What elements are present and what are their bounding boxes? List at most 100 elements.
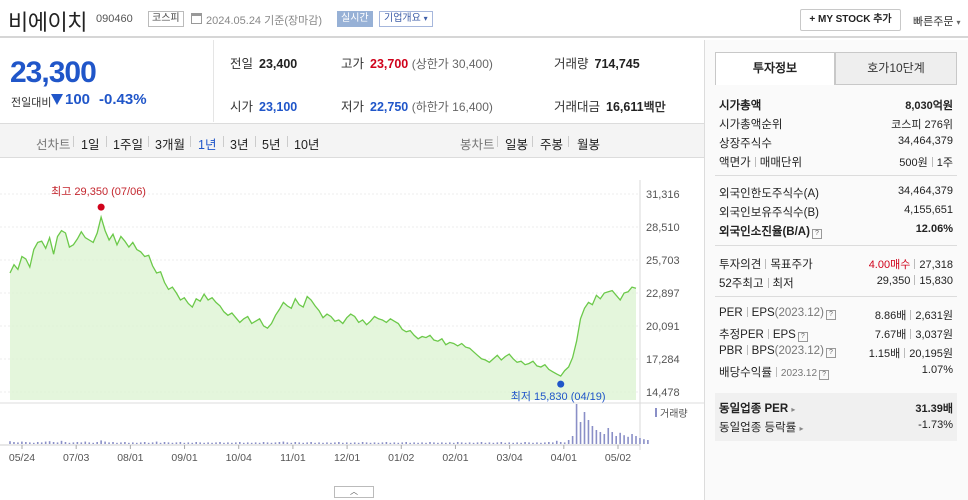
high-annotation: 최고 29,350 (07/06) [51,185,146,198]
industry-per-label: 동일업종 PER [719,403,789,415]
info-icon[interactable]: ? [811,229,822,239]
divider [106,136,107,147]
info-icon[interactable]: ? [797,332,808,342]
y-tick-label: 22,897 [646,288,680,300]
tab-order-book[interactable]: 호가10단계 [835,52,957,85]
volume-bar [211,442,213,444]
company-name: 비에이치 [8,10,87,35]
eps-year: (2023.12) [774,307,824,319]
collapse-chart-button[interactable]: ︿ [334,486,374,498]
volume-bar [417,442,419,444]
info-icon[interactable]: ? [825,348,836,358]
chevron-down-icon: ▾ [956,18,961,27]
tab-1-day[interactable]: 1일 [81,138,100,152]
volume-bar [223,442,225,444]
tab-10-year[interactable]: 10년 [294,138,320,152]
high-marker [97,203,105,211]
volume-bar [563,442,566,444]
volume-bar [199,442,201,444]
industry-summary [715,393,957,441]
arrow-right-icon[interactable]: ▸ [799,424,804,433]
dividend-label: 배당수익률 [719,367,772,379]
y-axis-ticks: 31,316 28,510 25,703 22,897 20,091 17,284 14,4… [646,189,680,399]
divider [213,40,214,122]
market-cap-row: 시가총액 8,030억원 [719,95,953,114]
volume-bar [389,442,392,444]
volume-bar [460,442,463,444]
volume-bar [437,442,439,444]
shares-row: 상장주식수 34,464,379 [719,133,953,152]
volume-bar [310,442,312,444]
divider [190,136,191,147]
market-cap-value: 8,030억원 [905,100,953,112]
eps-label: EPS [751,307,775,319]
tab-3-month[interactable]: 3개월 [155,138,185,152]
volume-bar [448,442,451,444]
quick-order-dropdown[interactable]: 빠른주문 ▾ [913,13,961,29]
volume-bar [603,434,606,444]
volume-legend: 거래량 [660,408,688,420]
company-info-dropdown[interactable]: 기업개요 ▾ [379,11,433,27]
company-info-label: 기업개요 [384,13,421,24]
y-tick-label: 20,091 [646,321,680,333]
per-value: 8.86배 [874,310,907,322]
low-value: 22,750 [370,100,409,114]
volume-bar [516,442,518,444]
dividend-value: 1.07% [921,364,953,376]
volume-cell: 거래량 714,745 [554,53,640,72]
volume-bar [179,442,182,444]
volume-value: 714,745 [594,57,640,71]
y-tick-label: 28,510 [646,222,680,234]
volume-bar [314,442,316,444]
pbr-value: 1.15배 [868,348,901,360]
volume-bar [567,440,570,444]
tab-1-year[interactable]: 1년 [198,138,217,152]
volume-bar [191,442,194,444]
volume-bar [579,422,582,444]
per-label: PER [719,307,743,319]
volume-bar [571,436,574,444]
tab-monthly-candle[interactable]: 월봉 [577,138,601,152]
divider [568,136,569,147]
info-icon[interactable]: ? [819,370,830,380]
x-tick-label: 10/04 [226,452,252,464]
amount-cell: 거래대금 16,611백만 [554,96,666,115]
volume-bar [92,442,95,444]
realtime-button[interactable]: 실시간 [337,11,373,27]
tab-3-year[interactable]: 3년 [230,138,249,152]
my-stock-add-button[interactable]: + MY STOCK 추가 [800,9,901,31]
stock-code: 090460 [96,13,133,25]
volume-bar [246,442,249,444]
price-chart[interactable]: 31,316 28,510 25,703 22,897 20,091 17,284 14,4… [0,160,704,500]
open-label: 시가 [230,100,254,114]
industry-per-row: 동일업종 PER ▸ 31.39배 [719,398,953,417]
volume-bar [100,440,102,444]
amount-label: 거래대금 [554,100,601,114]
opinion-value: 4.00매수 [868,259,911,271]
down-arrow-icon [51,94,63,105]
tab-1-week[interactable]: 1주일 [113,138,143,152]
tab-weekly-candle[interactable]: 주봉 [540,138,564,152]
tab-investment-info[interactable]: 투자정보 [715,52,835,85]
x-tick-label: 05/02 [605,452,631,464]
info-icon[interactable]: ? [825,310,836,320]
foreign-rate-row: 외국인소진율(B/A)? 12.06% [719,221,953,240]
tab-daily-candle[interactable]: 일봉 [505,138,529,152]
volume-bar [278,442,281,444]
market-cap-label: 시가총액 [719,100,762,112]
foreign-limit-value: 34,464,379 [897,185,953,197]
volume-bar [365,442,368,444]
tab-5-year[interactable]: 5년 [262,138,281,152]
volume-bar [377,442,380,444]
volume-bar [171,442,174,444]
volume-bar [647,440,649,444]
opinion-table: 투자의견 목표주가 4.00매수 27,318 52주최고 최저 29,350 15,8… [719,254,953,292]
volume-bar [627,436,629,444]
arrow-right-icon[interactable]: ▸ [791,405,796,414]
market-cap-rank-label: 시가총액순위 [719,119,783,131]
volume-bar [595,430,598,444]
shares-label: 상장주식수 [719,138,772,150]
volume-bar [44,441,47,444]
volume-bar [322,442,324,444]
volume-bar [452,442,455,444]
